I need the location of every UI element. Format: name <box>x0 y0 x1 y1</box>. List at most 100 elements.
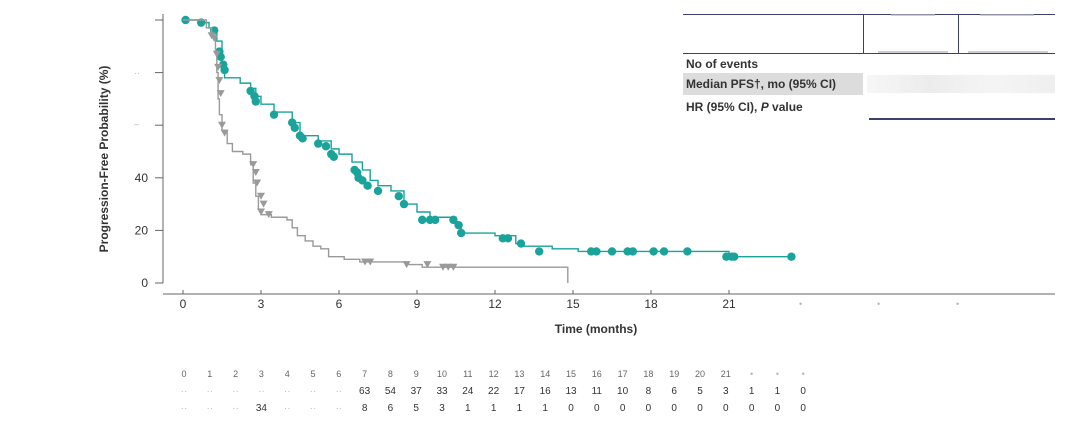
censor-point <box>249 161 258 169</box>
table-col-divider <box>958 14 959 53</box>
risk-cell: 16 <box>540 386 552 397</box>
censor-point <box>730 252 739 261</box>
series-layer <box>181 15 796 283</box>
blurred-x-tick: • <box>877 299 880 309</box>
risk-time-label: 1 <box>207 369 212 379</box>
risk-cell: ·· <box>258 386 265 397</box>
risk-time-label: 4 <box>285 369 290 379</box>
censor-point <box>257 192 265 200</box>
x-tick-label: 18 <box>644 297 658 311</box>
risk-cell: ·· <box>206 403 213 414</box>
risk-cell: ·· <box>310 403 317 414</box>
censor-point <box>259 200 268 208</box>
censor-point <box>264 211 273 219</box>
censor-point <box>251 97 260 106</box>
risk-cell: 6 <box>671 386 677 397</box>
censor-point <box>216 90 225 98</box>
row-median-pfs: Median PFS†, mo (95% CI) <box>683 73 863 95</box>
risk-time-label: 20 <box>695 369 705 379</box>
censor-point <box>220 129 229 137</box>
table-rule-top <box>683 14 1055 15</box>
chart-axes <box>162 14 1055 295</box>
censor-point <box>290 123 299 133</box>
risk-cell: 1 <box>465 403 471 414</box>
row-hr: HR (95% CI), P value <box>683 96 803 118</box>
risk-cell: 0 <box>800 386 806 397</box>
blurred-x-tick: • <box>956 299 959 309</box>
risk-cell: 0 <box>671 403 677 414</box>
blurred-header-1 <box>878 51 948 53</box>
censor-point <box>607 247 617 256</box>
censor-point <box>361 258 369 266</box>
censor-point <box>402 261 411 269</box>
risk-time-label: 12 <box>489 369 499 379</box>
risk-cell: 1 <box>491 403 497 414</box>
censor-point <box>220 65 229 75</box>
risk-cell: 0 <box>568 403 574 414</box>
risk-time-label: 11 <box>463 369 472 379</box>
censor-point <box>503 234 513 243</box>
risk-time-label: 8 <box>388 369 393 379</box>
risk-cell: ·· <box>181 403 188 414</box>
table-col-divider <box>863 14 864 53</box>
censor-point <box>449 215 458 225</box>
risk-cell: ·· <box>284 386 291 397</box>
blurred-header-2 <box>980 14 1034 16</box>
hr-label-p: P <box>760 100 769 114</box>
y-tick-label: 0 <box>141 276 148 290</box>
censor-point <box>431 215 440 225</box>
risk-cell: ·· <box>310 386 317 397</box>
risk-time-label: • <box>750 369 753 379</box>
hr-label: HR (95% CI), <box>686 100 761 114</box>
risk-cell: 3 <box>723 386 729 397</box>
censor-point <box>269 110 279 119</box>
blurred-median-values <box>867 75 1055 93</box>
series-2 <box>183 19 569 283</box>
y-ticks: 0 20 40 <box>135 19 163 290</box>
censor-point <box>215 76 224 84</box>
risk-cell: 33 <box>436 386 448 397</box>
censor-point <box>423 261 432 269</box>
x-axis-title: Time (months) <box>555 322 637 336</box>
censor-point <box>418 215 427 225</box>
x-tick-label: 6 <box>336 297 343 311</box>
risk-time-label: 6 <box>336 369 341 379</box>
hr-label-tail: value <box>768 100 803 114</box>
risk-cell: 6 <box>388 403 394 414</box>
risk-cell: 0 <box>646 403 652 414</box>
blurred-x-tick: • <box>799 299 802 309</box>
risk-cell: 0 <box>594 403 600 414</box>
censor-point <box>218 121 226 129</box>
risk-time-label: • <box>776 369 779 379</box>
risk-cell: 24 <box>462 386 474 397</box>
row-no-of-events: No of events <box>686 57 759 71</box>
risk-cell: 1 <box>542 403 548 414</box>
x-tick-label: 21 <box>722 297 736 311</box>
risk-time-label: 16 <box>592 369 602 379</box>
risk-time-label: 17 <box>618 369 628 379</box>
censor-point <box>253 179 262 187</box>
censor-point <box>216 52 225 62</box>
risk-cell: 5 <box>697 386 703 397</box>
risk-cell: 0 <box>800 403 806 414</box>
risk-time-label: 21 <box>721 369 731 379</box>
risk-cell: ·· <box>232 403 239 414</box>
censor-point <box>329 152 338 161</box>
risk-cell: 0 <box>697 403 703 414</box>
risk-time-label: • <box>802 369 805 379</box>
risk-time-label: 7 <box>362 369 367 379</box>
censor-point <box>787 252 796 261</box>
censor-point <box>358 176 367 185</box>
risk-time-label: 5 <box>310 369 315 379</box>
censor-point <box>444 263 453 271</box>
risk-time-label: 14 <box>540 369 550 379</box>
risk-cell: 1 <box>775 386 781 397</box>
x-tick-label: 9 <box>414 297 421 311</box>
risk-cell: 0 <box>620 403 626 414</box>
risk-time-label: 9 <box>414 369 419 379</box>
censor-point <box>516 239 526 248</box>
x-ticks: 0 3 6 9 12 15 18 21 <box>180 290 736 311</box>
censor-point <box>366 258 375 266</box>
censor-point <box>439 263 447 271</box>
